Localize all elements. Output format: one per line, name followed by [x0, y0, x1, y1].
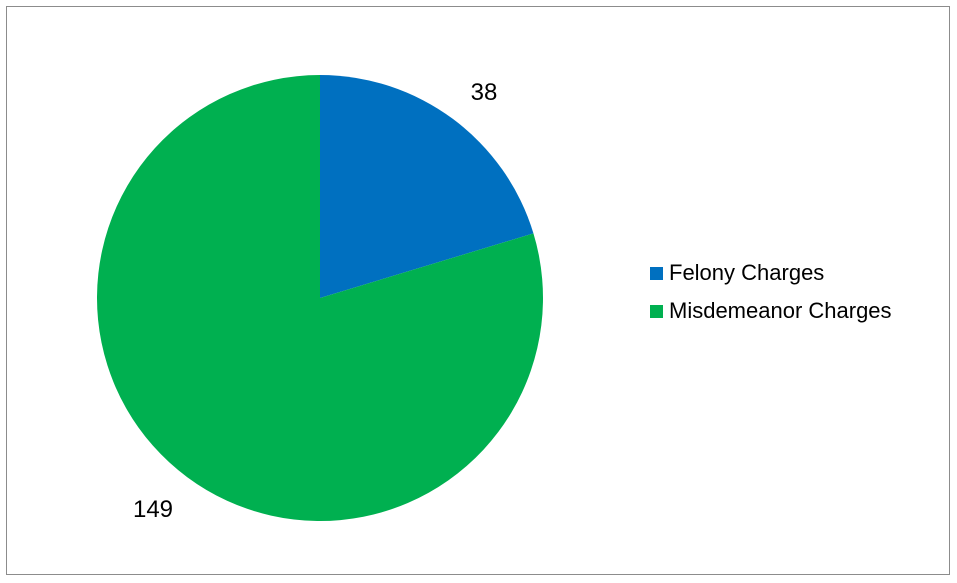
data-label-misdemeanor-charges: 149: [133, 496, 173, 523]
legend-item-misdemeanor: Misdemeanor Charges: [650, 296, 892, 326]
pie-slice-misdemeanor-charges: [97, 75, 544, 521]
data-labels: 38 149: [133, 79, 497, 523]
pie-slices: [97, 75, 544, 521]
legend-swatch-misdemeanor: [650, 304, 663, 318]
legend-item-felony: Felony Charges: [650, 258, 892, 288]
pie-slice-felony-charges: [320, 75, 534, 298]
legend-label-misdemeanor: Misdemeanor Charges: [669, 298, 892, 323]
legend: Felony Charges Misdemeanor Charges: [650, 258, 892, 334]
legend-swatch-felony: [650, 266, 663, 280]
data-label-felony-charges: 38: [471, 79, 498, 106]
legend-label-felony: Felony Charges: [669, 260, 825, 285]
